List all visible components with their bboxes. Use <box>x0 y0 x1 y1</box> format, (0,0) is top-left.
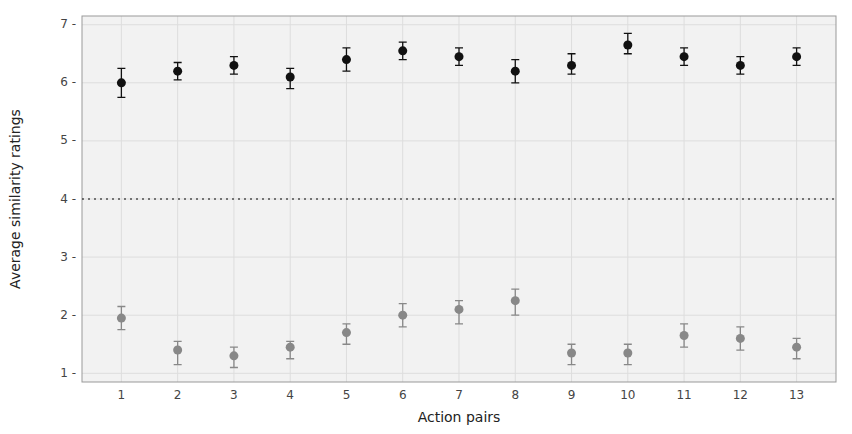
point <box>511 67 520 76</box>
point <box>680 331 689 340</box>
error-bar <box>399 304 407 327</box>
y-axis-label: Average similarity ratings <box>7 109 23 289</box>
point <box>398 311 407 320</box>
x-tick-label: 12 <box>733 388 748 402</box>
error-bar <box>793 338 801 358</box>
point <box>342 55 351 64</box>
x-tick-label: 11 <box>676 388 691 402</box>
point <box>286 343 295 352</box>
error-bar <box>230 347 238 367</box>
plot-frame <box>82 16 836 382</box>
series <box>117 33 801 97</box>
point <box>680 52 689 61</box>
point <box>736 334 745 343</box>
x-tick-label: 4 <box>286 388 294 402</box>
point <box>229 61 238 70</box>
x-tick-label: 7 <box>455 388 463 402</box>
point <box>736 61 745 70</box>
point <box>173 67 182 76</box>
point <box>229 351 238 360</box>
error-bar <box>793 48 801 65</box>
point <box>342 328 351 337</box>
error-bar <box>342 324 350 344</box>
point <box>792 343 801 352</box>
error-bar <box>511 60 519 83</box>
y-tick-label: 6 - <box>60 75 76 89</box>
x-tick-label: 13 <box>789 388 804 402</box>
y-tick-label: 1 - <box>60 366 76 380</box>
error-bar <box>230 57 238 74</box>
error-bar <box>511 289 519 315</box>
y-tick-label: 3 - <box>60 250 76 264</box>
point <box>567 348 576 357</box>
error-bar <box>174 62 182 79</box>
point <box>623 348 632 357</box>
x-tick-label: 5 <box>343 388 351 402</box>
error-bar <box>680 324 688 347</box>
error-bar <box>117 306 125 329</box>
point <box>398 46 407 55</box>
reference-line <box>82 199 836 200</box>
error-bar <box>174 341 182 364</box>
x-tick-label: 3 <box>230 388 238 402</box>
point <box>511 296 520 305</box>
point <box>286 73 295 82</box>
x-tick-label: 9 <box>568 388 576 402</box>
chart: 1 -2 -3 -4 -5 -6 -7 -12345678910111213Ac… <box>0 0 852 434</box>
x-tick-label: 2 <box>174 388 182 402</box>
x-axis-label: Action pairs <box>418 409 501 425</box>
error-bar <box>680 48 688 65</box>
x-tick-label: 6 <box>399 388 407 402</box>
y-tick-label: 4 - <box>60 192 76 206</box>
error-bar <box>624 33 632 53</box>
point <box>455 52 464 61</box>
error-bar <box>117 68 125 97</box>
x-tick-label: 8 <box>511 388 519 402</box>
point <box>173 346 182 355</box>
error-bar <box>736 327 744 350</box>
error-bar <box>286 341 294 358</box>
point <box>117 78 126 87</box>
error-bar <box>568 344 576 364</box>
error-bar <box>736 57 744 74</box>
x-grid-line <box>459 16 460 382</box>
point <box>792 52 801 61</box>
tick-labels: 1 -2 -3 -4 -5 -6 -7 -12345678910111213 <box>60 17 804 402</box>
error-bar <box>568 54 576 74</box>
error-bar <box>624 344 632 364</box>
point <box>117 314 126 323</box>
marks <box>82 33 836 367</box>
point <box>567 61 576 70</box>
error-bar <box>455 48 463 65</box>
x-tick-label: 10 <box>620 388 635 402</box>
point <box>623 41 632 50</box>
plot-background <box>82 16 836 382</box>
grid <box>82 16 836 382</box>
y-tick-label: 7 - <box>60 17 76 31</box>
error-bar <box>455 301 463 324</box>
error-bar <box>399 42 407 59</box>
error-bar <box>342 48 350 71</box>
point <box>455 305 464 314</box>
x-tick-label: 1 <box>118 388 126 402</box>
y-tick-label: 2 - <box>60 308 76 322</box>
series <box>117 289 801 367</box>
error-bar <box>286 68 294 88</box>
y-tick-label: 5 - <box>60 133 76 147</box>
